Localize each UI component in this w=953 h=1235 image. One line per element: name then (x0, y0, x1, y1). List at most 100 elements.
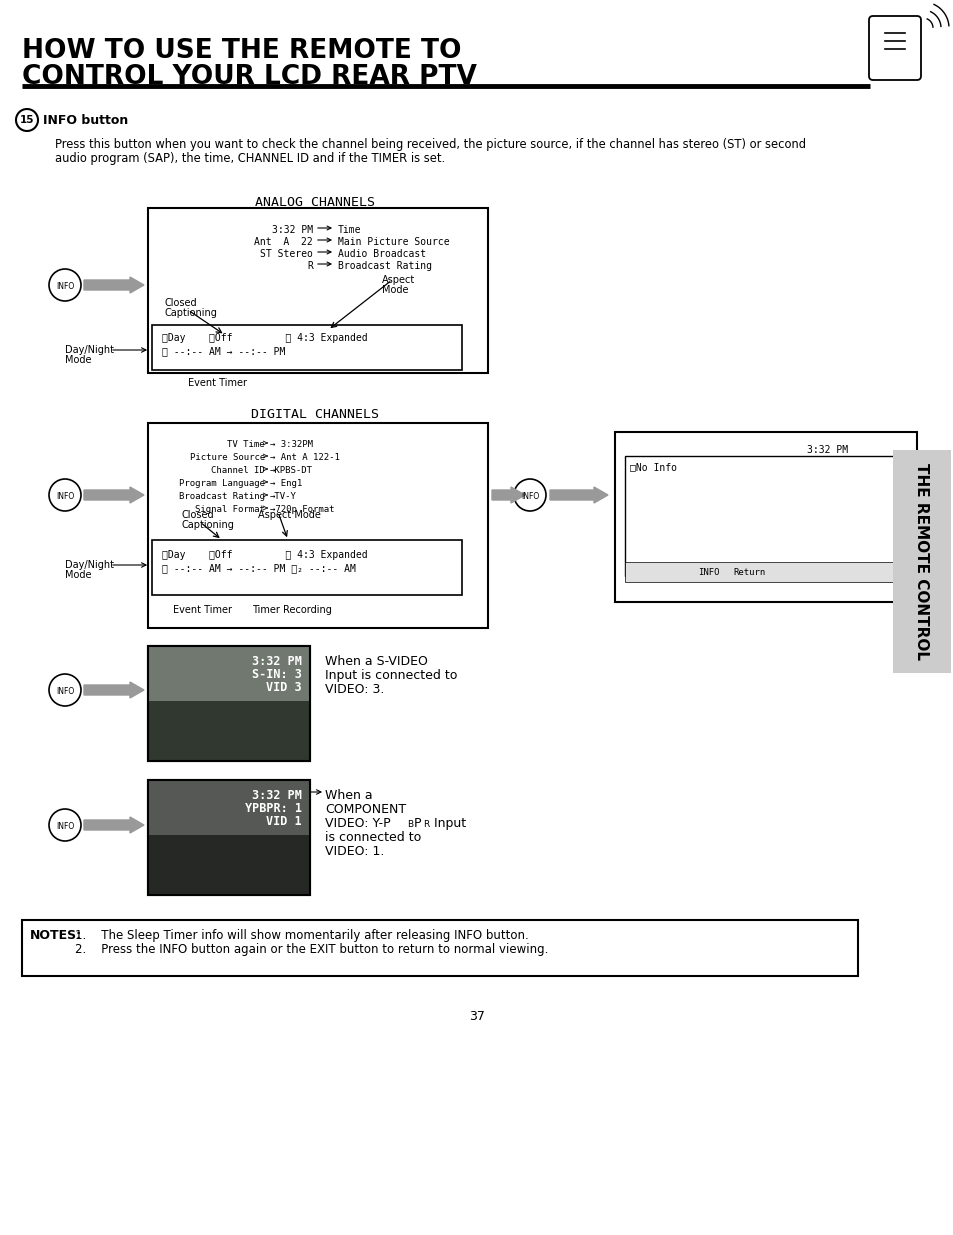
Bar (152, 540, 461, 595)
Text: Input: Input (430, 818, 466, 830)
FancyArrow shape (84, 682, 144, 698)
Text: INFO: INFO (56, 282, 74, 291)
Text: ST Stereo: ST Stereo (260, 249, 313, 259)
Bar (148, 646, 310, 761)
Text: Main Picture Source: Main Picture Source (337, 237, 449, 247)
Text: P: P (414, 818, 421, 830)
Text: INFO: INFO (698, 568, 719, 577)
Bar (148, 781, 310, 895)
Text: Closed: Closed (165, 298, 197, 308)
Text: 3:32 PM: 3:32 PM (252, 789, 302, 802)
Bar (148, 646, 310, 761)
Text: Mode: Mode (65, 354, 91, 366)
Text: VIDEO: 1.: VIDEO: 1. (325, 845, 384, 858)
Text: 2.    Press the INFO button again or the EXIT button to return to normal viewing: 2. Press the INFO button again or the EX… (75, 944, 548, 956)
FancyBboxPatch shape (868, 16, 920, 80)
Text: S-IN: 3: S-IN: 3 (252, 668, 302, 680)
Text: Aspect: Aspect (381, 275, 415, 285)
Text: Broadcast Rating: Broadcast Rating (337, 261, 432, 270)
FancyArrow shape (492, 487, 524, 503)
Text: TV Time: TV Time (227, 440, 265, 450)
Text: → Eng1: → Eng1 (270, 479, 302, 488)
Text: → 3:32PM: → 3:32PM (270, 440, 313, 450)
Text: →TV-Y: →TV-Y (270, 492, 296, 501)
Text: Day/Night: Day/Night (65, 559, 113, 571)
FancyArrow shape (550, 487, 607, 503)
Text: INFO: INFO (56, 823, 74, 831)
Text: B: B (407, 820, 413, 829)
Text: Captioning: Captioning (182, 520, 234, 530)
Text: VIDEO: 3.: VIDEO: 3. (325, 683, 384, 697)
Text: 3:32 PM: 3:32 PM (806, 445, 847, 454)
Text: Timer Recording: Timer Recording (252, 605, 332, 615)
Bar (615, 432, 916, 601)
Bar (892, 450, 950, 673)
Text: is connected to: is connected to (325, 831, 421, 844)
Text: Program Language: Program Language (179, 479, 265, 488)
Text: YPBPR: 1: YPBPR: 1 (245, 802, 302, 815)
Text: Mode: Mode (381, 285, 408, 295)
Text: Input is connected to: Input is connected to (325, 669, 456, 682)
Text: ⌛ --:-- AM → --:-- PM: ⌛ --:-- AM → --:-- PM (162, 346, 285, 356)
Text: 15: 15 (20, 115, 34, 125)
Text: Event Timer: Event Timer (172, 605, 232, 615)
Text: →720p Format: →720p Format (270, 505, 335, 514)
Bar (148, 424, 488, 629)
Text: ⓓDay    ⓘOff         ⓑ 4:3 Expanded: ⓓDay ⓘOff ⓑ 4:3 Expanded (162, 550, 367, 559)
Bar (148, 646, 310, 761)
Text: 37: 37 (469, 1010, 484, 1023)
Text: Day/Night: Day/Night (65, 345, 113, 354)
Bar (148, 781, 310, 835)
Text: When a S-VIDEO: When a S-VIDEO (325, 655, 428, 668)
FancyArrow shape (84, 277, 144, 293)
Text: R: R (307, 261, 313, 270)
Text: ANALOG CHANNELS: ANALOG CHANNELS (254, 196, 375, 209)
Bar (22, 920, 857, 976)
Text: Return: Return (732, 568, 764, 577)
Text: VID 1: VID 1 (266, 815, 302, 827)
Text: Aspect Mode: Aspect Mode (257, 510, 320, 520)
Text: ⓓDay    ⓘOff         ⓑ 4:3 Expanded: ⓓDay ⓘOff ⓑ 4:3 Expanded (162, 333, 367, 343)
Text: Captioning: Captioning (165, 308, 217, 317)
Text: 3:32 PM: 3:32 PM (272, 225, 313, 235)
Text: Broadcast Rating: Broadcast Rating (179, 492, 265, 501)
Text: INFO button: INFO button (43, 114, 128, 126)
Bar (148, 646, 310, 701)
Text: VIDEO: Y-P: VIDEO: Y-P (325, 818, 390, 830)
Text: audio program (SAP), the time, CHANNEL ID and if the TIMER is set.: audio program (SAP), the time, CHANNEL I… (55, 152, 445, 165)
Text: INFO: INFO (520, 492, 538, 501)
Text: →KPBS-DT: →KPBS-DT (270, 466, 313, 475)
Text: HOW TO USE THE REMOTE TO: HOW TO USE THE REMOTE TO (22, 38, 461, 64)
Text: ⌛ --:-- AM → --:-- PM ⓑ₂ --:-- AM: ⌛ --:-- AM → --:-- PM ⓑ₂ --:-- AM (162, 563, 355, 573)
Text: 1.    The Sleep Timer info will show momentarily after releasing INFO button.: 1. The Sleep Timer info will show moment… (75, 929, 528, 942)
Text: Event Timer: Event Timer (188, 378, 247, 388)
Text: DIGITAL CHANNELS: DIGITAL CHANNELS (251, 408, 378, 421)
Text: VID 3: VID 3 (266, 680, 302, 694)
Text: Closed: Closed (182, 510, 214, 520)
Text: 3:32 PM: 3:32 PM (252, 655, 302, 668)
Text: When a: When a (325, 789, 373, 802)
Bar (152, 325, 461, 370)
Text: Channel ID: Channel ID (211, 466, 265, 475)
Bar (624, 562, 904, 582)
Text: Press this button when you want to check the channel being received, the picture: Press this button when you want to check… (55, 138, 805, 151)
Text: Time: Time (337, 225, 361, 235)
FancyArrow shape (84, 818, 144, 832)
Text: INFO: INFO (56, 687, 74, 697)
FancyArrow shape (84, 487, 144, 503)
Text: NOTES:: NOTES: (30, 929, 82, 942)
Text: Mode: Mode (65, 571, 91, 580)
Text: → Ant A 122-1: → Ant A 122-1 (270, 453, 339, 462)
Text: INFO: INFO (56, 492, 74, 501)
Text: CONTROL YOUR LCD REAR PTV: CONTROL YOUR LCD REAR PTV (22, 64, 476, 90)
Text: R: R (422, 820, 429, 829)
Text: Audio Broadcast: Audio Broadcast (337, 249, 426, 259)
Bar (624, 456, 904, 576)
Text: Signal Format: Signal Format (195, 505, 265, 514)
Bar (148, 207, 488, 373)
Text: COMPONENT: COMPONENT (325, 803, 406, 816)
Text: Ant  A  22: Ant A 22 (254, 237, 313, 247)
Bar (148, 781, 310, 895)
Text: □No Info: □No Info (629, 462, 677, 472)
Text: THE REMOTE CONTROL: THE REMOTE CONTROL (914, 463, 928, 659)
